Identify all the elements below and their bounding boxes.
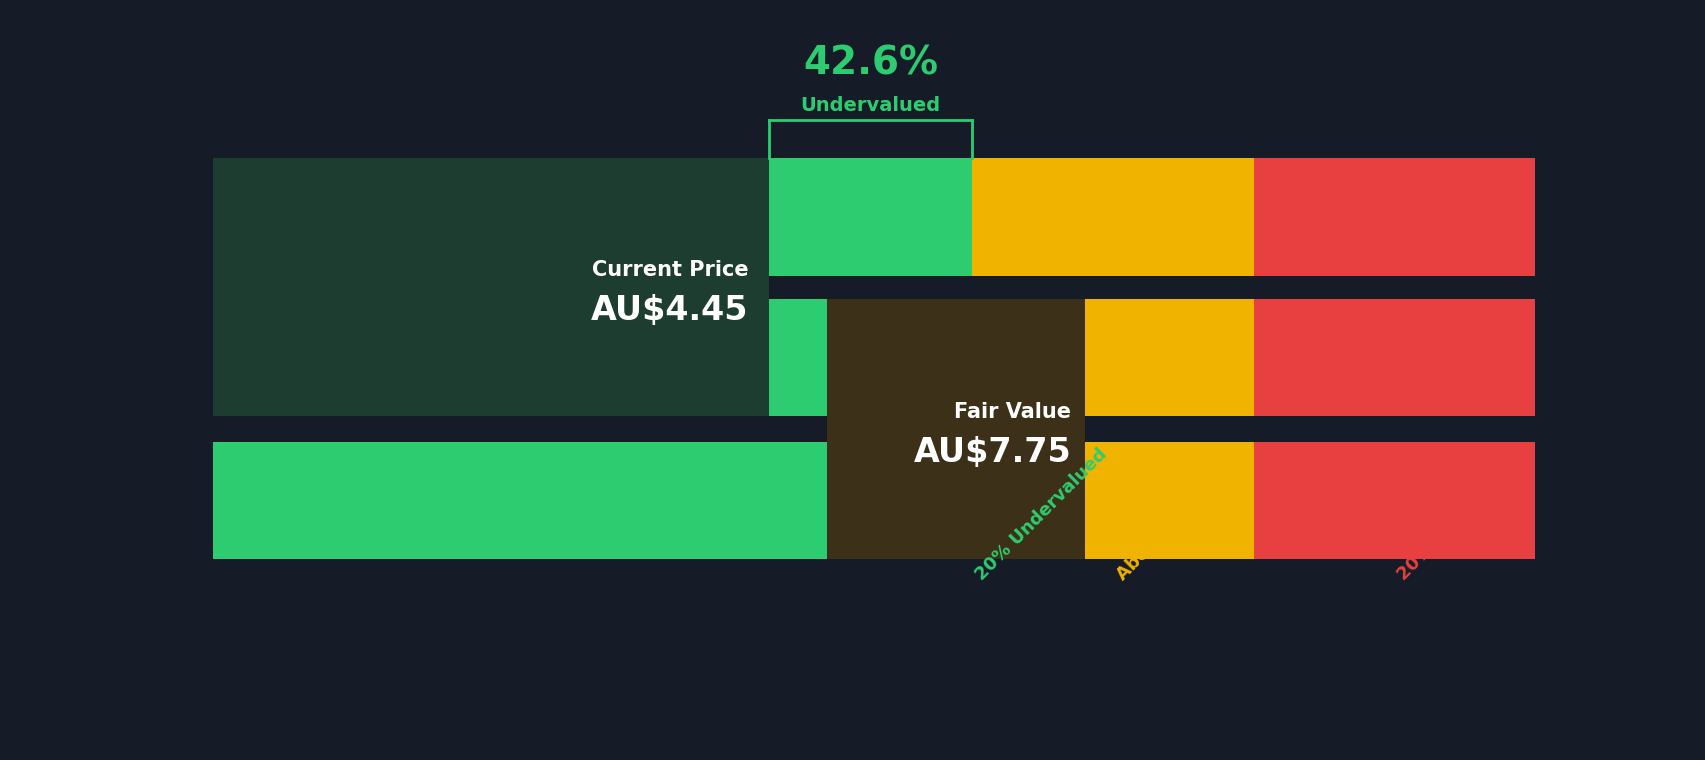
Text: Fair Value: Fair Value xyxy=(953,401,1071,422)
Text: 42.6%: 42.6% xyxy=(803,44,938,82)
Bar xyxy=(213,299,972,416)
Bar xyxy=(972,299,1253,416)
Bar xyxy=(972,442,1253,559)
Text: AU$4.45: AU$4.45 xyxy=(592,294,748,327)
Text: Undervalued: Undervalued xyxy=(800,96,939,115)
Text: About Right: About Right xyxy=(1112,486,1211,584)
Bar xyxy=(827,299,1084,559)
Bar xyxy=(213,159,767,416)
Bar xyxy=(213,159,972,276)
Text: 20% Overvalued: 20% Overvalued xyxy=(1393,454,1523,584)
Text: 20% Undervalued: 20% Undervalued xyxy=(972,445,1110,584)
Bar xyxy=(1253,442,1534,559)
Bar xyxy=(1253,159,1534,276)
Bar xyxy=(213,442,972,559)
Bar xyxy=(972,159,1253,276)
Text: AU$7.75: AU$7.75 xyxy=(914,436,1071,469)
Bar xyxy=(1253,299,1534,416)
Text: Current Price: Current Price xyxy=(592,260,748,280)
